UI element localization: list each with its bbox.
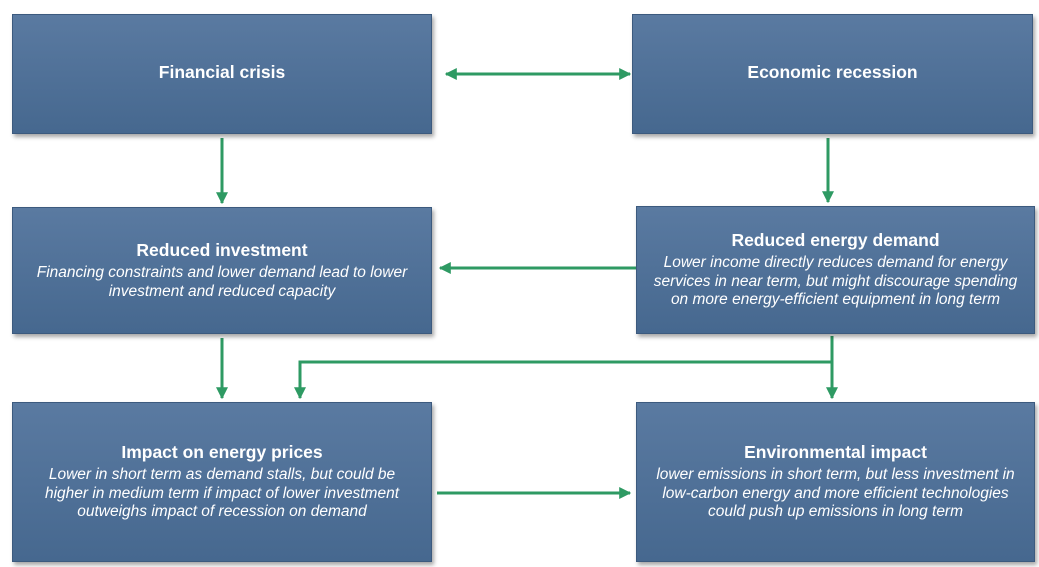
node: Financial crisis [12,14,432,134]
node-description: Lower income directly reduces demand for… [653,254,1018,309]
node: Impact on energy prices Lower in short t… [12,402,432,562]
node-title: Impact on energy prices [121,442,323,463]
node-description: lower emissions in short term, but less … [656,466,1015,521]
node-description: Lower in short term as demand stalls, bu… [44,466,400,521]
node-title: Reduced investment [136,239,308,260]
node-description: Financing constraints and lower demand l… [36,263,408,300]
node-title: Economic recession [747,62,918,82]
arrow [294,360,832,400]
node: Economic recession [632,14,1033,134]
node: Environmental impact lower emissions in … [636,402,1035,562]
node-title: Environmental impact [744,442,927,463]
node-title: Reduced energy demand [731,230,940,251]
node-title: Financial crisis [158,62,286,82]
node: Reduced energy demand Lower income direc… [636,206,1035,334]
node: Reduced investment Financing constraints… [12,207,432,334]
